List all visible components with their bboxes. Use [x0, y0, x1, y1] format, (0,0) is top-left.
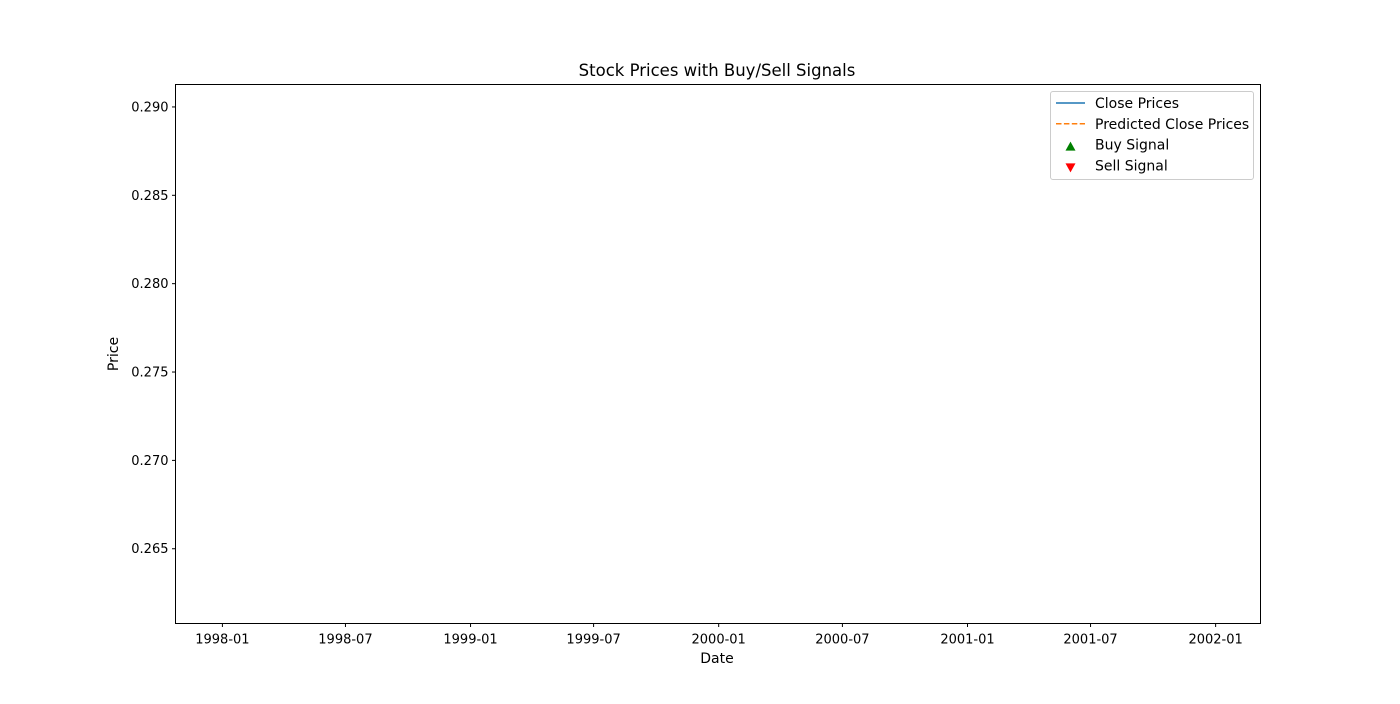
- buy-marker-icon: [1065, 141, 1076, 151]
- legend-label: Buy Signal: [1095, 138, 1169, 154]
- legend-label: Sell Signal: [1095, 158, 1168, 174]
- x-tick-label: 1999-01: [443, 633, 497, 648]
- x-axis-label: Date: [700, 651, 733, 667]
- legend-entry: Buy Signal: [1065, 138, 1169, 154]
- y-tick-label: 0.270: [131, 454, 168, 469]
- y-tick-label: 0.280: [131, 277, 168, 292]
- x-tick-label: 2000-07: [815, 633, 869, 648]
- x-tick-label: 2001-07: [1063, 633, 1117, 648]
- legend-entry: Close Prices: [1056, 96, 1179, 112]
- legend-frame: [1050, 91, 1254, 180]
- legend-entry: Sell Signal: [1065, 158, 1168, 174]
- x-tick-label: 1998-01: [195, 633, 249, 648]
- x-tick-label: 2001-01: [940, 633, 994, 648]
- sell-marker-icon: [1065, 163, 1076, 173]
- y-axis-label: Price: [106, 337, 122, 371]
- x-axis-ticks: 1998-01 1998-07 1999-01 1999-07 2000-01 2000-…: [195, 623, 1243, 648]
- x-tick-label: 1998-07: [318, 633, 372, 648]
- y-tick-label: 0.285: [131, 189, 168, 204]
- legend: Close Prices Predicted Close Prices Buy Si…: [1050, 91, 1254, 180]
- x-tick-label: 2002-01: [1188, 633, 1242, 648]
- chart-title: Stock Prices with Buy/Sell Signals: [579, 61, 856, 80]
- x-tick-label: 1999-07: [566, 633, 620, 648]
- x-tick-label: 2000-01: [692, 633, 746, 648]
- legend-label: Predicted Close Prices: [1095, 117, 1249, 133]
- legend-entry: Predicted Close Prices: [1056, 117, 1249, 133]
- legend-label: Close Prices: [1095, 96, 1179, 112]
- y-tick-label: 0.290: [131, 100, 168, 115]
- y-tick-label: 0.275: [131, 366, 168, 381]
- plot-frame: [175, 84, 1261, 624]
- y-axis-ticks: 0.265 0.270 0.275 0.280 0.285 0.290: [131, 100, 176, 557]
- y-tick-label: 0.265: [131, 542, 168, 557]
